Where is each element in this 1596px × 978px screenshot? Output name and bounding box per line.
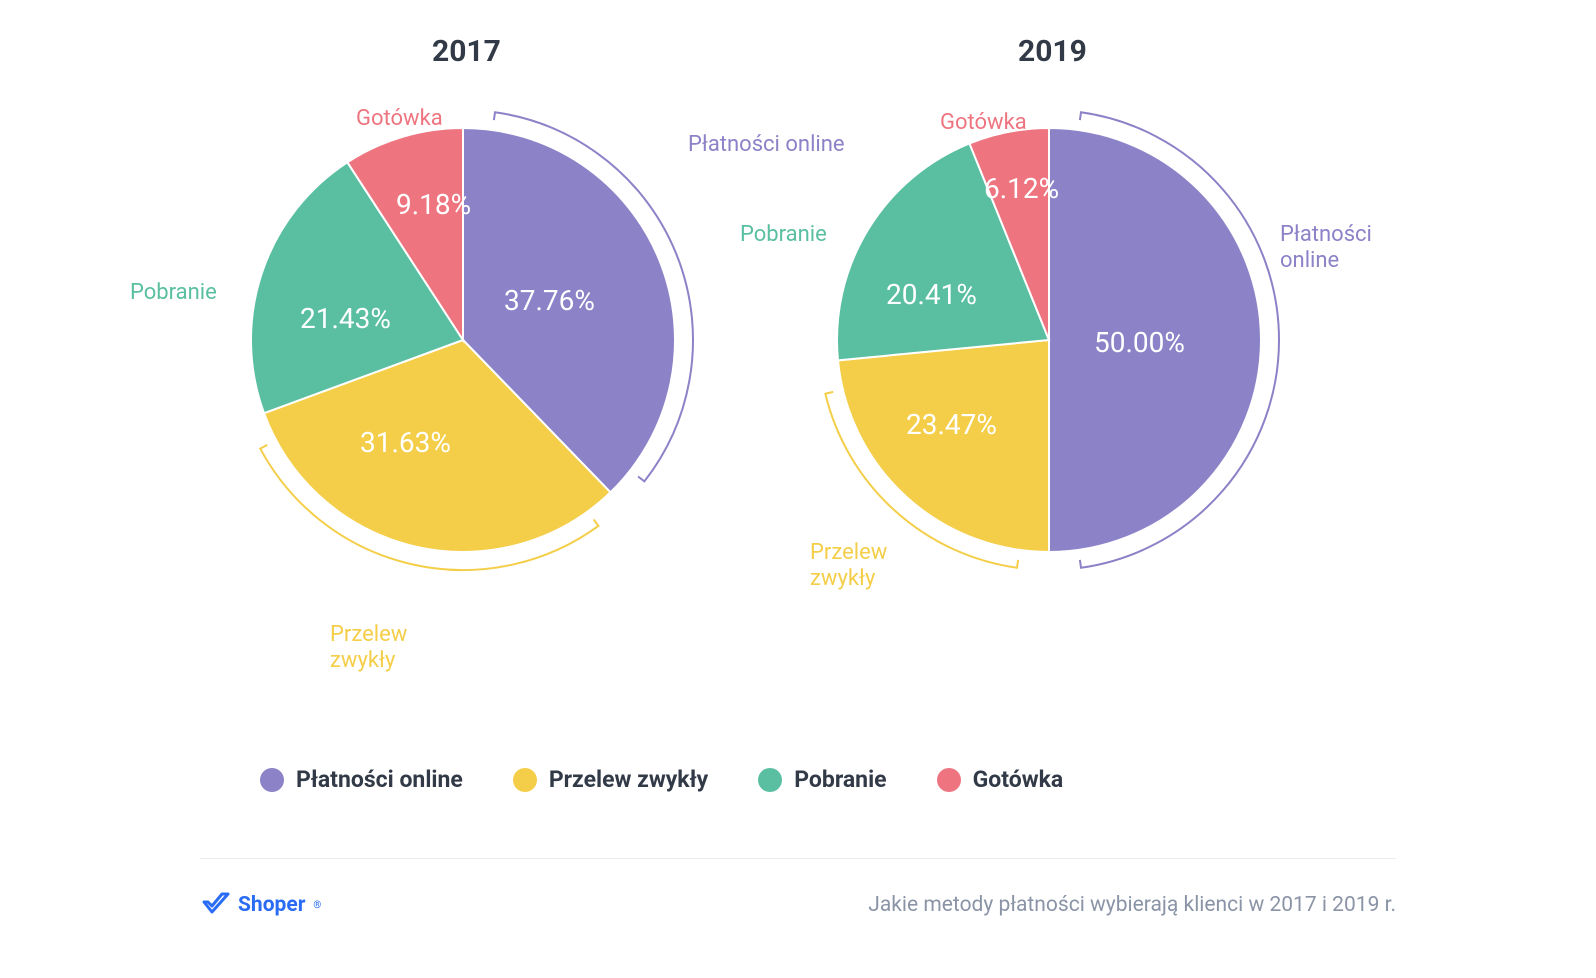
pie-label-2019-3: Gotówka	[940, 110, 1027, 136]
legend-item: Płatności online	[260, 766, 463, 793]
pie-label-2019-1: Przelewzwykły	[810, 540, 887, 593]
pie-label-line: online	[1280, 248, 1372, 274]
footer-caption: Jakie metody płatności wybierają klienci…	[868, 893, 1396, 917]
brand-name: Shoper	[238, 893, 305, 917]
pie-label-2017-3: Gotówka	[356, 106, 443, 132]
pie-value-2019-2: 20.41%	[886, 278, 977, 311]
pie-value-2019-3: 6.12%	[984, 172, 1059, 205]
pie-slice-2019-1	[838, 340, 1049, 552]
chart-title-2017: 2017	[432, 34, 501, 69]
pie-value-2017-3: 9.18%	[396, 188, 471, 221]
pie-label-line: Przelew	[330, 622, 407, 648]
legend-swatch	[513, 768, 537, 792]
legend-label: Gotówka	[973, 766, 1064, 793]
pie-value-2017-1: 31.63%	[360, 426, 451, 459]
pie-label-2017-0: Płatności online	[688, 132, 845, 158]
pie-label-2017-1: Przelewzwykły	[330, 622, 407, 675]
pie-label-line: Przelew	[810, 540, 887, 566]
legend-swatch	[758, 768, 782, 792]
legend-swatch	[937, 768, 961, 792]
pie-value-2017-2: 21.43%	[300, 302, 391, 335]
pie-label-2019-0: Płatnościonline	[1280, 222, 1372, 275]
brand-logo: Shoper ®	[200, 890, 321, 920]
footer-divider	[200, 858, 1396, 859]
pie-value-2019-0: 50.00%	[1094, 326, 1185, 359]
legend-item: Przelew zwykły	[513, 766, 708, 793]
pie-label-line: Płatności	[1280, 222, 1372, 248]
footer: Shoper ® Jakie metody płatności wybierają …	[200, 890, 1396, 920]
legend-item: Gotówka	[937, 766, 1064, 793]
legend-label: Przelew zwykły	[549, 766, 708, 793]
brand-mark-icon	[200, 890, 230, 920]
pie-label-line: zwykły	[330, 648, 407, 674]
pie-value-2019-1: 23.47%	[906, 408, 997, 441]
legend: Płatności online Przelew zwykły Pobranie Go…	[260, 766, 1063, 793]
brand-registered-icon: ®	[313, 900, 321, 911]
legend-swatch	[260, 768, 284, 792]
pie-label-2017-2: Pobranie	[130, 280, 217, 306]
pie-label-2019-2: Pobranie	[740, 222, 827, 248]
legend-item: Pobranie	[758, 766, 886, 793]
legend-label: Płatności online	[296, 766, 463, 793]
chart-title-2019: 2019	[1018, 34, 1087, 69]
pie-label-line: zwykły	[810, 566, 887, 592]
legend-label: Pobranie	[794, 766, 886, 793]
pie-value-2017-0: 37.76%	[504, 284, 595, 317]
